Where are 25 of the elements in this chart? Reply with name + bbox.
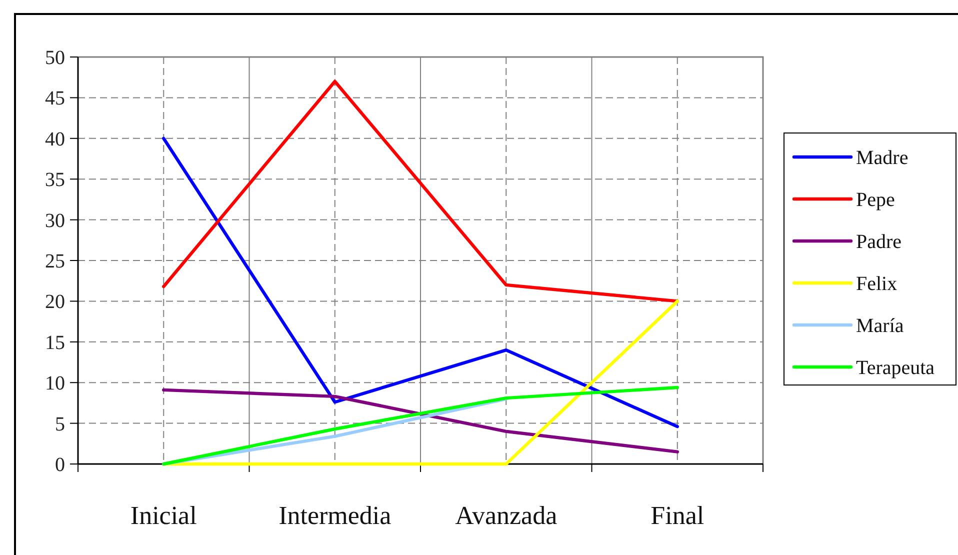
y-tick-label: 50 [45, 47, 65, 69]
y-tick-label: 10 [45, 372, 65, 395]
y-tick-label: 5 [55, 413, 65, 436]
legend-label: Felix [856, 273, 898, 295]
legend-label: Padre [856, 231, 902, 253]
y-tick-label: 40 [45, 128, 65, 150]
y-tick-label: 30 [45, 210, 65, 232]
line-series [162, 80, 679, 303]
x-tick-label: Inicial [130, 501, 197, 530]
y-tick-label: 35 [45, 169, 65, 192]
y-tick-label: 25 [45, 250, 65, 272]
legend-label: Pepe [856, 189, 895, 211]
x-tick-label: Final [650, 501, 704, 530]
x-tick-label: Avanzada [455, 501, 558, 530]
y-tick-label: 15 [45, 332, 65, 354]
legend-label: Madre [856, 147, 908, 169]
line-series [162, 386, 679, 466]
legend-label: Terapeuta [856, 357, 935, 379]
x-tick-label: Intermedia [278, 501, 392, 530]
legend-label: María [856, 315, 904, 337]
y-tick-label: 0 [55, 454, 65, 476]
line-series [162, 388, 679, 454]
line-series [162, 136, 679, 428]
y-tick-label: 20 [45, 291, 65, 314]
y-tick-label: 45 [45, 88, 65, 110]
